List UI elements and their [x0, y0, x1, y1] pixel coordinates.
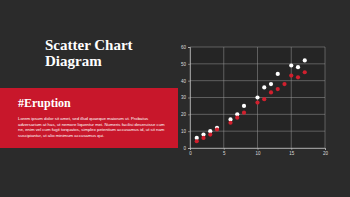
point: [289, 74, 293, 78]
tick-mark: [188, 81, 190, 82]
tick-label: 10: [255, 151, 261, 156]
point: [262, 97, 266, 101]
point: [255, 95, 259, 99]
tick-mark: [258, 148, 259, 150]
tick-mark: [188, 64, 190, 65]
title-line: Diagram: [45, 53, 133, 69]
tick: 5: [223, 148, 226, 156]
slide-title: Scatter ChartDiagram: [45, 37, 133, 69]
tick-mark: [188, 148, 190, 149]
point: [242, 111, 246, 115]
point: [201, 136, 205, 140]
grid-line: [325, 47, 326, 148]
point: [242, 104, 246, 108]
axis-line: [188, 48, 191, 149]
axis-line: [191, 149, 326, 151]
tick: 0: [183, 146, 190, 151]
tick: 30: [181, 95, 190, 100]
point: [303, 70, 307, 74]
tick-label: 20: [181, 112, 187, 117]
point: [296, 75, 300, 79]
tick-mark: [224, 148, 225, 150]
tick-mark: [188, 98, 190, 99]
tick: 10: [255, 148, 261, 156]
plot-background: [190, 47, 325, 148]
tick-label: 50: [181, 62, 187, 67]
tick-label: 60: [181, 45, 187, 50]
tick-label: 10: [181, 129, 187, 134]
tick: 20: [181, 112, 190, 117]
grid-line: [223, 47, 224, 148]
point: [303, 58, 307, 62]
grid: [190, 47, 325, 148]
point: [276, 72, 280, 76]
point: [282, 82, 286, 86]
heading: #Eruption: [18, 96, 71, 111]
point: [215, 127, 219, 131]
tick-mark: [291, 148, 292, 150]
plot: 0 5 10 15 20 0 10 20 30 40 50 60: [181, 45, 329, 156]
tick-label: 20: [323, 151, 329, 156]
tick-label: 0: [183, 146, 186, 151]
points: [195, 58, 307, 143]
tick-label: 0: [189, 151, 192, 156]
tick: 15: [289, 148, 295, 156]
y-axis: 0 10 20 30 40 50 60: [181, 45, 191, 151]
point: [269, 90, 273, 94]
grid-line: [291, 47, 292, 148]
tick-label: 30: [181, 95, 187, 100]
text-panel: #Eruption Lorem ipsum dolor sit amet, sed…: [0, 88, 178, 148]
series: [195, 58, 307, 140]
tick: 10: [181, 129, 190, 134]
point: [228, 121, 232, 125]
point: [208, 132, 212, 136]
tick: 50: [181, 62, 190, 67]
point: [195, 139, 199, 143]
x-axis: 0 5 10 15 20: [189, 148, 328, 156]
tick: 0: [189, 148, 192, 156]
point: [255, 100, 259, 104]
point: [269, 82, 273, 86]
point: [276, 87, 280, 91]
tick-mark: [188, 114, 190, 115]
scatter-chart: 0 5 10 15 20 0 10 20 30 40 50 60: [178, 40, 350, 165]
point: [296, 65, 300, 69]
body-text: Lorem ipsum dolor sit amet, sed illud qu…: [18, 116, 168, 138]
tick: 60: [181, 45, 190, 50]
point: [235, 116, 239, 120]
tick-label: 5: [223, 151, 226, 156]
series: [195, 70, 307, 143]
tick: 40: [181, 79, 190, 84]
tick-mark: [188, 47, 190, 48]
tick: 20: [323, 148, 329, 156]
tick-mark: [325, 148, 326, 150]
point: [262, 85, 266, 89]
title-line: Scatter Chart: [45, 37, 133, 53]
point: [289, 63, 293, 67]
tick-mark: [188, 131, 190, 132]
tick-label: 40: [181, 79, 187, 84]
tick-label: 15: [289, 151, 295, 156]
